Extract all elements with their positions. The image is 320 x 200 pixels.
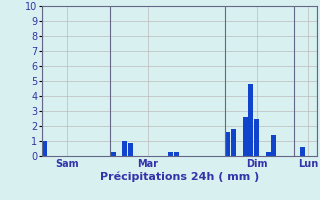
X-axis label: Précipitations 24h ( mm ): Précipitations 24h ( mm )	[100, 172, 259, 182]
Bar	[231, 129, 236, 156]
Bar	[248, 84, 253, 156]
Bar	[128, 142, 133, 156]
Bar	[300, 147, 305, 156]
Bar	[42, 141, 47, 156]
Bar	[122, 141, 127, 156]
Bar	[254, 118, 259, 156]
Bar	[168, 152, 173, 156]
Bar	[174, 152, 179, 156]
Bar	[243, 117, 248, 156]
Bar	[271, 135, 276, 156]
Bar	[266, 152, 270, 156]
Bar	[226, 132, 230, 156]
Bar	[111, 152, 116, 156]
